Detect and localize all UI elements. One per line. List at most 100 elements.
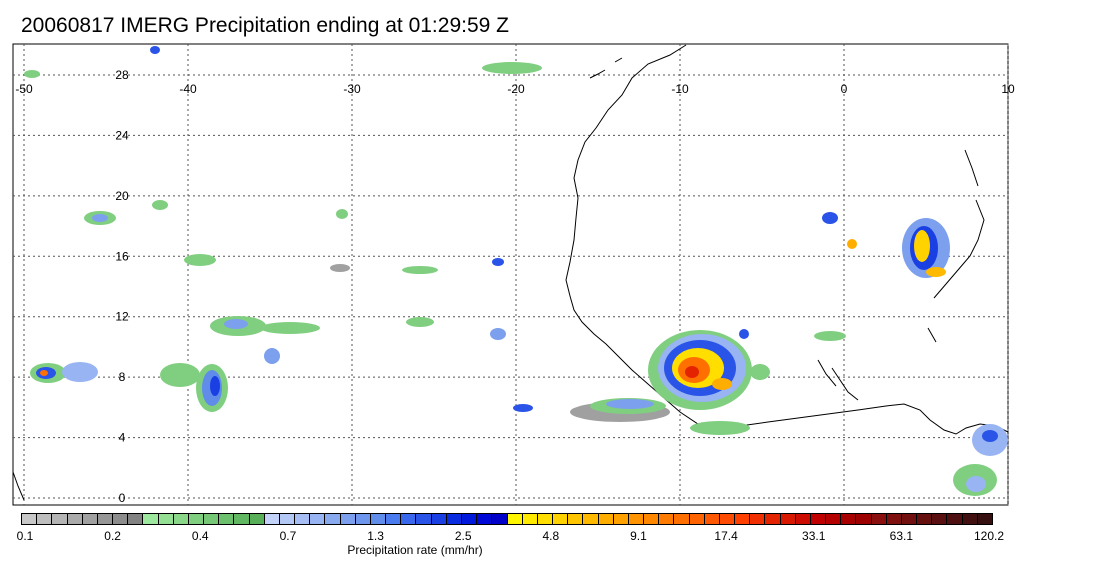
- colorbar-swatch: [689, 514, 705, 524]
- colorbar-tick-label: 63.1: [889, 529, 914, 543]
- colorbar-swatch: [735, 514, 751, 524]
- colorbar-swatch: [310, 514, 326, 524]
- colorbar-swatch: [841, 514, 857, 524]
- map-title: 20060817 IMERG Precipitation ending at 0…: [21, 14, 509, 37]
- colorbar-swatch: [325, 514, 341, 524]
- colorbar-tick-label: 2.5: [454, 529, 472, 543]
- colorbar-swatch: [22, 514, 38, 524]
- colorbar-swatch: [173, 514, 189, 524]
- colorbar-swatch: [97, 514, 114, 524]
- colorbar-tick-label: 0.2: [104, 529, 121, 543]
- lat-tick-label: 16: [115, 249, 129, 263]
- colorbar-swatch: [628, 514, 645, 524]
- colorbar-swatch: [67, 514, 83, 524]
- colorbar-swatch: [795, 514, 811, 524]
- colorbar-swatch: [158, 514, 174, 524]
- colorbar-swatch: [901, 514, 918, 524]
- lon-tick-label: -10: [671, 82, 689, 96]
- lat-tick-label: 12: [115, 310, 129, 324]
- colorbar-title: Precipitation rate (mm/hr): [347, 543, 483, 557]
- colorbar-tick-label: 4.8: [542, 529, 560, 543]
- colorbar-swatch: [416, 514, 432, 524]
- colorbar-swatch: [780, 514, 796, 524]
- colorbar-swatch: [113, 514, 129, 524]
- colorbar-swatch: [704, 514, 720, 524]
- colorbar-swatch: [917, 514, 933, 524]
- colorbar-tick-label: 0.7: [279, 529, 297, 543]
- colorbar-swatch: [370, 514, 387, 524]
- colorbar-swatch: [386, 514, 402, 524]
- colorbar-tick-label: 0.1: [16, 529, 34, 543]
- colorbar-swatch: [37, 514, 53, 524]
- colorbar-swatch: [204, 514, 220, 524]
- colorbar-swatch: [264, 514, 280, 524]
- colorbar-swatch: [810, 514, 827, 524]
- colorbar-swatch: [977, 514, 992, 524]
- colorbar-swatch: [932, 514, 948, 524]
- colorbar-tick-label: 17.4: [714, 529, 738, 543]
- colorbar-swatch: [401, 514, 417, 524]
- lon-tick-label: 10: [1001, 82, 1015, 96]
- colorbar-swatch: [82, 514, 98, 524]
- colorbar-swatch: [568, 514, 584, 524]
- colorbar-swatch: [355, 514, 371, 524]
- colorbar-swatch: [279, 514, 296, 524]
- lon-tick-label: -20: [507, 82, 525, 96]
- colorbar-swatch: [537, 514, 554, 524]
- colorbar-swatch: [128, 514, 144, 524]
- colorbar-swatch: [613, 514, 629, 524]
- colorbar-tick-label: 120.2: [973, 529, 1005, 543]
- map-frame: [12, 43, 1009, 506]
- lat-tick-label: 28: [115, 68, 129, 82]
- colorbar-swatch: [826, 514, 842, 524]
- colorbar-swatch: [431, 514, 447, 524]
- colorbar-swatch: [962, 514, 978, 524]
- colorbar-swatch: [477, 514, 493, 524]
- precipitation-field: [24, 46, 1008, 496]
- colorbar-swatch: [886, 514, 902, 524]
- colorbar-swatch: [340, 514, 356, 524]
- colorbar-swatch: [522, 514, 538, 524]
- lon-tick-label: 0: [841, 82, 848, 96]
- colorbar-swatch: [553, 514, 569, 524]
- colorbar-swatch: [871, 514, 887, 524]
- lat-tick-label: 24: [115, 128, 129, 142]
- lon-tick-label: -50: [15, 82, 33, 96]
- colorbar-swatch: [659, 514, 675, 524]
- colorbar-swatch: [295, 514, 311, 524]
- lat-tick-label: 0: [119, 491, 126, 505]
- colorbar-tick-label: 9.1: [630, 529, 647, 543]
- longitude-tick-labels: -50 -40 -30 -20 -10 0 10: [15, 82, 1015, 96]
- colorbar-swatch: [507, 514, 523, 524]
- colorbar-swatch: [719, 514, 736, 524]
- colorbar-swatch: [219, 514, 235, 524]
- lon-tick-label: -30: [343, 82, 361, 96]
- colorbar-swatch: [674, 514, 690, 524]
- colorbar-swatch: [644, 514, 660, 524]
- colorbar-swatch: [446, 514, 462, 524]
- colorbar-swatch: [947, 514, 963, 524]
- colorbar-tick-label: 1.3: [367, 529, 384, 543]
- colorbar-swatch: [598, 514, 614, 524]
- lon-tick-label: -40: [179, 82, 197, 96]
- lat-tick-label: 4: [119, 431, 126, 445]
- coastline: [12, 44, 1009, 501]
- gridlines: [13, 44, 1009, 505]
- colorbar-swatch: [492, 514, 508, 524]
- colorbar-swatch: [188, 514, 205, 524]
- colorbar-swatch: [583, 514, 599, 524]
- latitude-tick-labels: 28 24 20 16 12 8 4 0: [115, 68, 129, 505]
- colorbar-tick-label: 33.1: [802, 529, 826, 543]
- colorbar-tick-label: 0.4: [191, 529, 209, 543]
- colorbar-swatch: [234, 514, 250, 524]
- colorbar-swatch: [143, 514, 159, 524]
- lat-tick-label: 8: [119, 370, 126, 384]
- colorbar-swatch: [249, 514, 265, 524]
- lat-tick-label: 20: [115, 189, 129, 203]
- colorbar-swatch: [765, 514, 781, 524]
- colorbar: [21, 513, 993, 525]
- colorbar-swatch: [52, 514, 68, 524]
- colorbar-swatch: [461, 514, 478, 524]
- colorbar-swatch: [750, 514, 766, 524]
